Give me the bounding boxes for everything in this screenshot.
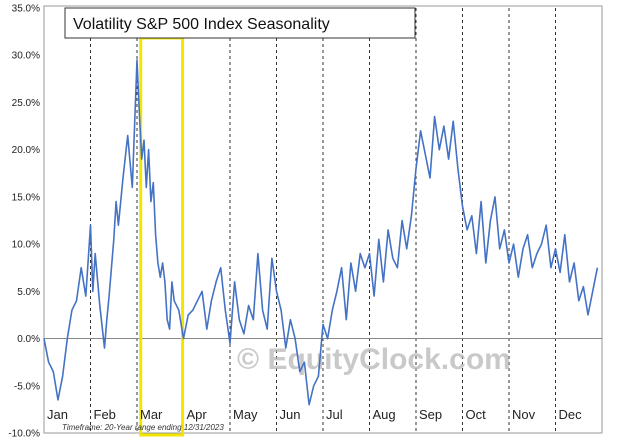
x-tick-label-oct: Oct [466, 407, 487, 422]
y-tick-label: 20.0% [12, 145, 40, 156]
x-tick-label-aug: Aug [373, 407, 396, 422]
watermark-layer: © EquityClock.com [237, 343, 511, 376]
chart-title: Volatility S&P 500 Index Seasonality [64, 7, 416, 39]
y-tick-label: 35.0% [12, 4, 40, 15]
y-tick-label: 15.0% [12, 192, 40, 203]
chart-title-text: Volatility S&P 500 Index Seasonality [73, 16, 330, 33]
chart-title-box [64, 7, 416, 39]
y-tick-label: -5.0% [14, 381, 40, 392]
x-tick-label-jun: Jun [280, 407, 301, 422]
y-axis-ticks: 35.0% 30.0% 25.0% 20.0% 15.0% 10.0% 5.0% 0.0% -5… [8, 4, 40, 440]
series-line [43, 59, 599, 406]
watermark-text: © EquityClock.com [237, 343, 511, 376]
x-tick-label-dec: Dec [559, 407, 583, 422]
x-tick-label-apr: Apr [187, 407, 208, 422]
x-tick-label-mar: Mar [140, 407, 163, 422]
y-tick-label: 0.0% [17, 334, 40, 345]
highlight-layer [139, 36, 185, 437]
y-tick-label: -10.0% [8, 429, 40, 440]
x-tick-label-may: May [233, 407, 258, 422]
y-tick-label: 10.0% [12, 240, 40, 251]
highlight-box-mar [139, 36, 185, 437]
x-tick-label-sep: Sep [419, 407, 442, 422]
y-tick-label: 25.0% [12, 98, 40, 109]
x-tick-label-nov: Nov [512, 407, 536, 422]
y-tick-label: 30.0% [12, 51, 40, 62]
y-tick-label: 5.0% [17, 287, 40, 298]
plot-area-border [43, 5, 603, 434]
x-tick-label-jul: Jul [326, 407, 343, 422]
x-tick-label-jan: Jan [47, 407, 68, 422]
x-tick-label-feb: Feb [94, 407, 116, 422]
x-axis-ticks: Jan Feb Mar Apr May Jun Jul Aug Sep Oct Nov Dec [47, 407, 582, 422]
series-layer [43, 59, 599, 406]
footnote-timeframe: Timeframe: 20-Year range ending 12/31/20… [62, 423, 224, 432]
